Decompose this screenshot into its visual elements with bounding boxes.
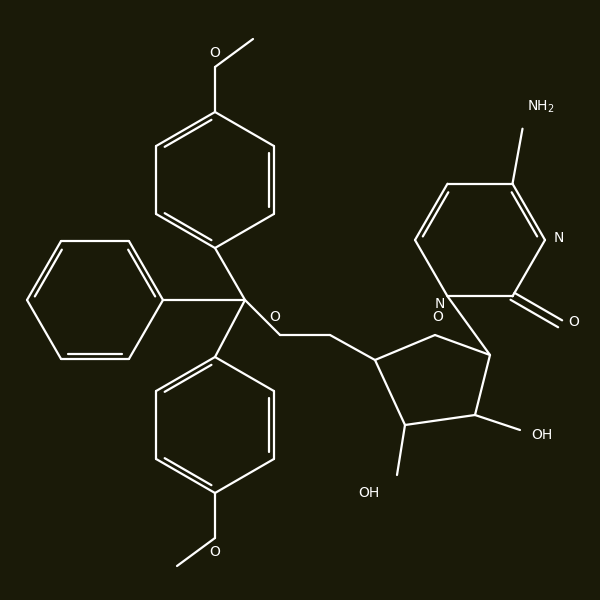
Text: O: O [569,315,580,329]
Text: NH$_2$: NH$_2$ [527,98,554,115]
Text: OH: OH [532,428,553,442]
Text: O: O [209,545,220,559]
Text: N: N [554,231,564,245]
Text: N: N [434,297,445,311]
Text: O: O [209,46,220,60]
Text: O: O [433,310,443,324]
Text: O: O [269,310,280,324]
Text: OH: OH [358,486,380,500]
